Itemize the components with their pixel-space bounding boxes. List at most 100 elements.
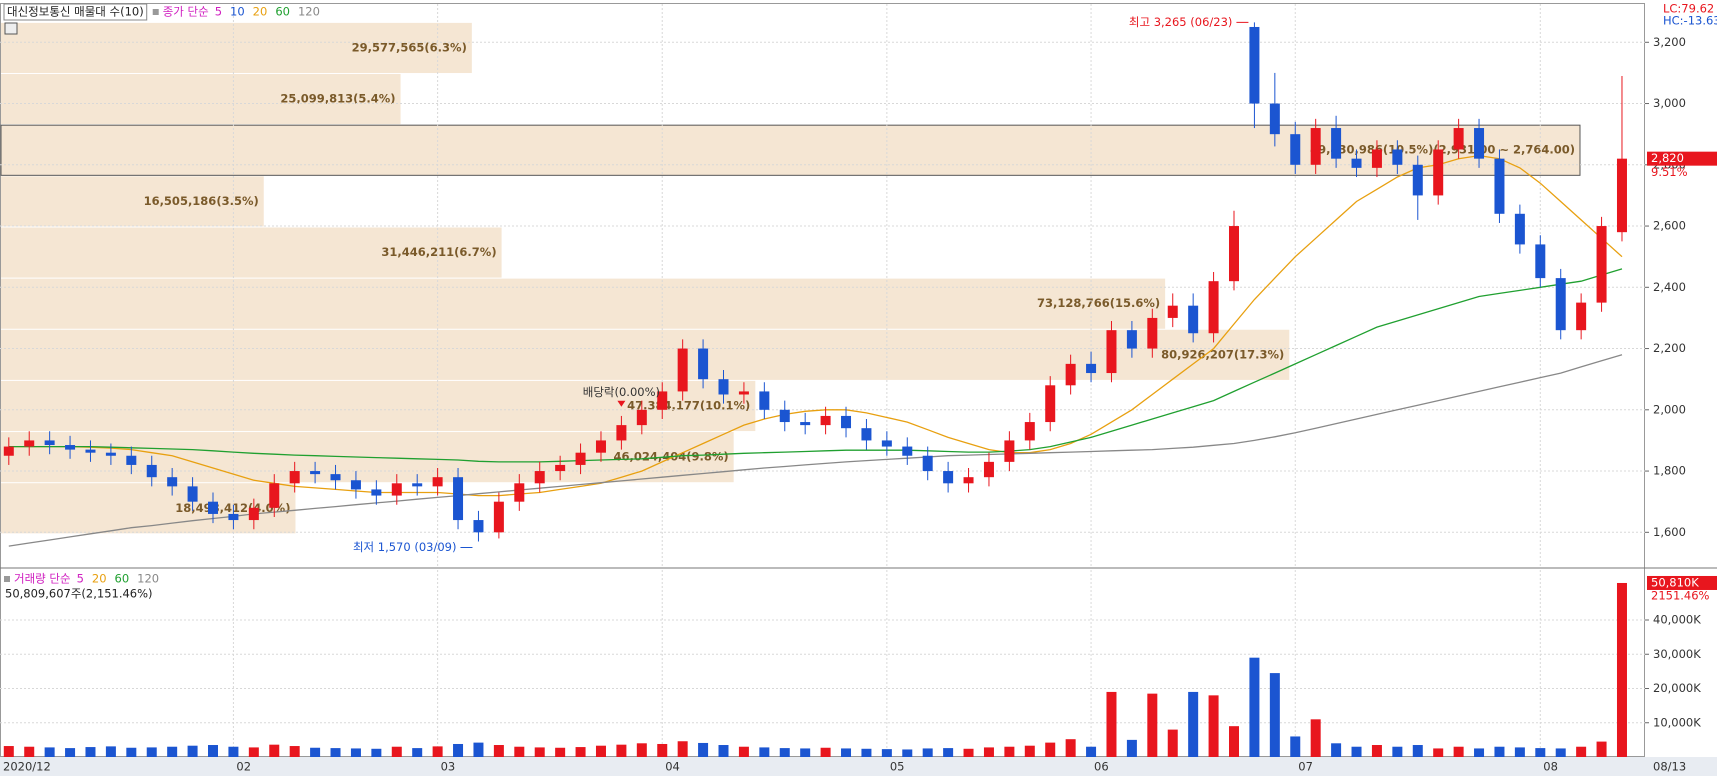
candle-body [943, 471, 954, 484]
candle-body [310, 471, 321, 475]
candle-body [1249, 26, 1260, 104]
volume-bar [861, 748, 872, 757]
volume-bar [1555, 748, 1566, 757]
candle-body [1331, 128, 1342, 159]
volume-bar [779, 748, 790, 757]
candle-body [1086, 363, 1097, 374]
volume-profile-label: 29,577,565(6.3%) [352, 40, 467, 54]
volume-bar [595, 745, 606, 757]
candle-body [1269, 103, 1280, 135]
x-tick-label: 04 [665, 760, 680, 774]
volume-bar [248, 747, 259, 757]
candle-body [881, 440, 892, 447]
candle-body [24, 440, 35, 447]
candle-body [1188, 305, 1199, 334]
volume-bar [1474, 748, 1485, 757]
candle-body [146, 464, 157, 478]
candle-body [1167, 305, 1178, 318]
candle-body [391, 483, 402, 496]
volume-bar [85, 747, 96, 757]
candle-body [902, 446, 913, 456]
candle-body [1474, 128, 1485, 159]
volume-bar [1188, 691, 1199, 757]
candle-body [1616, 158, 1627, 233]
candle-body [555, 464, 566, 472]
settings-icon [4, 22, 18, 35]
candle-body [453, 477, 464, 521]
volume-profile-label: 31,446,211(6.7%) [381, 245, 496, 259]
candle-body [1208, 281, 1219, 334]
volume-bar [1535, 748, 1546, 757]
volume-bar [350, 748, 361, 757]
volume-bar [1310, 719, 1321, 757]
candle-body [759, 391, 770, 410]
volume-bar [983, 747, 994, 757]
candle-body [330, 474, 341, 481]
y-tick-label: 2,600 [1653, 219, 1686, 233]
annotation: 최저 1,570 (03/09) [353, 540, 457, 554]
x-axis-strip [0, 757, 1717, 776]
candle-body [983, 461, 994, 478]
volume-bar [105, 746, 116, 757]
current-volume-tag [1647, 575, 1717, 590]
legend-entry: 120 [137, 572, 159, 586]
volume-bar [677, 741, 688, 757]
volume-bar [412, 748, 423, 757]
candle-body [1371, 149, 1382, 168]
volume-bar [24, 746, 35, 757]
volume-change: 2151.46% [1651, 588, 1710, 602]
current-volume: 50,810K [1651, 575, 1699, 589]
candle-body [412, 483, 423, 487]
volume-bar [167, 746, 178, 757]
candle-body [228, 513, 239, 521]
candle-body [1065, 363, 1076, 386]
y-tick-label: 10,000K [1653, 715, 1701, 729]
candle-body [1535, 244, 1546, 279]
x-tick-label: 07 [1298, 760, 1313, 774]
volume-bar [228, 746, 239, 757]
candle-body [350, 480, 361, 490]
candle-body [575, 452, 586, 465]
candle-body [208, 501, 218, 514]
volume-profile-band [1, 176, 264, 227]
volume-profile-label: 73,128,766(15.6%) [1037, 296, 1160, 310]
legend-entry: 10 [230, 5, 245, 19]
y-tick-label: 30,000K [1653, 647, 1701, 661]
volume-bar [800, 748, 811, 757]
volume-bar [1106, 691, 1117, 757]
candle-body [616, 425, 627, 441]
volume-bar [759, 747, 770, 757]
volume-bar [1596, 741, 1607, 757]
candle-body [636, 409, 647, 426]
volume-bar [453, 743, 464, 757]
title-box [3, 3, 148, 21]
lc-label: LC:79.62 [1663, 2, 1714, 16]
candle-body [1433, 149, 1444, 196]
volume-bar [820, 747, 831, 757]
end-date: 08/13 [1653, 760, 1686, 774]
volume-bar [1208, 695, 1219, 757]
candle-body [3, 446, 14, 456]
candle-body [861, 428, 872, 441]
moving-average-line [8, 268, 1623, 463]
legend-square [152, 9, 159, 15]
candle-body [167, 477, 178, 487]
x-tick-label: 06 [1094, 760, 1109, 774]
candle-body [534, 471, 545, 484]
volume-profile-band [1, 278, 1166, 329]
volume-bar [1126, 739, 1137, 757]
volume-bar [1412, 745, 1423, 757]
volume-bar [330, 748, 341, 757]
candle-body [105, 452, 116, 456]
candle-body [595, 440, 606, 453]
candle-body [432, 477, 443, 487]
volume-bar [1086, 746, 1097, 757]
candle-body [248, 507, 259, 521]
volume-bar [1269, 673, 1280, 757]
volume-bar [391, 746, 402, 757]
volume-bar [1229, 726, 1239, 757]
candle-body [85, 449, 96, 453]
candle-body [1147, 317, 1158, 349]
candle-body [1045, 385, 1056, 423]
candle-body [493, 501, 504, 533]
